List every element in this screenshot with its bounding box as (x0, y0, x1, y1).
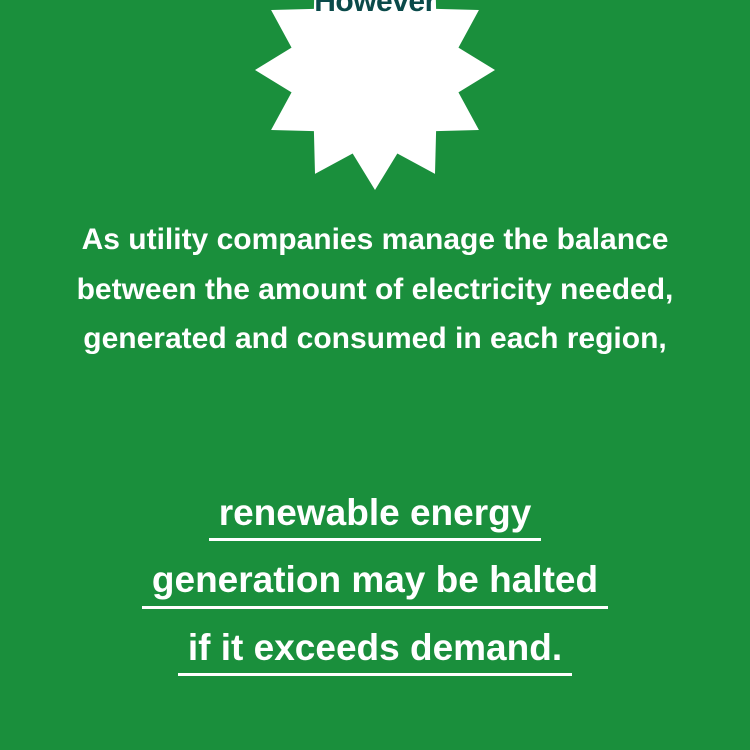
body-paragraph: As utility companies manage the balance … (0, 215, 750, 364)
emphasis-line-1: renewable energy (209, 490, 542, 541)
emphasis-line-3: if it exceeds demand. (178, 625, 572, 676)
starburst-icon (255, 0, 495, 190)
emphasis-line-2: generation may be halted (142, 557, 608, 608)
starburst-label: However (255, 0, 495, 19)
emphasis-block: renewable energy generation may be halte… (0, 490, 750, 692)
starburst-badge: However (255, 0, 495, 190)
